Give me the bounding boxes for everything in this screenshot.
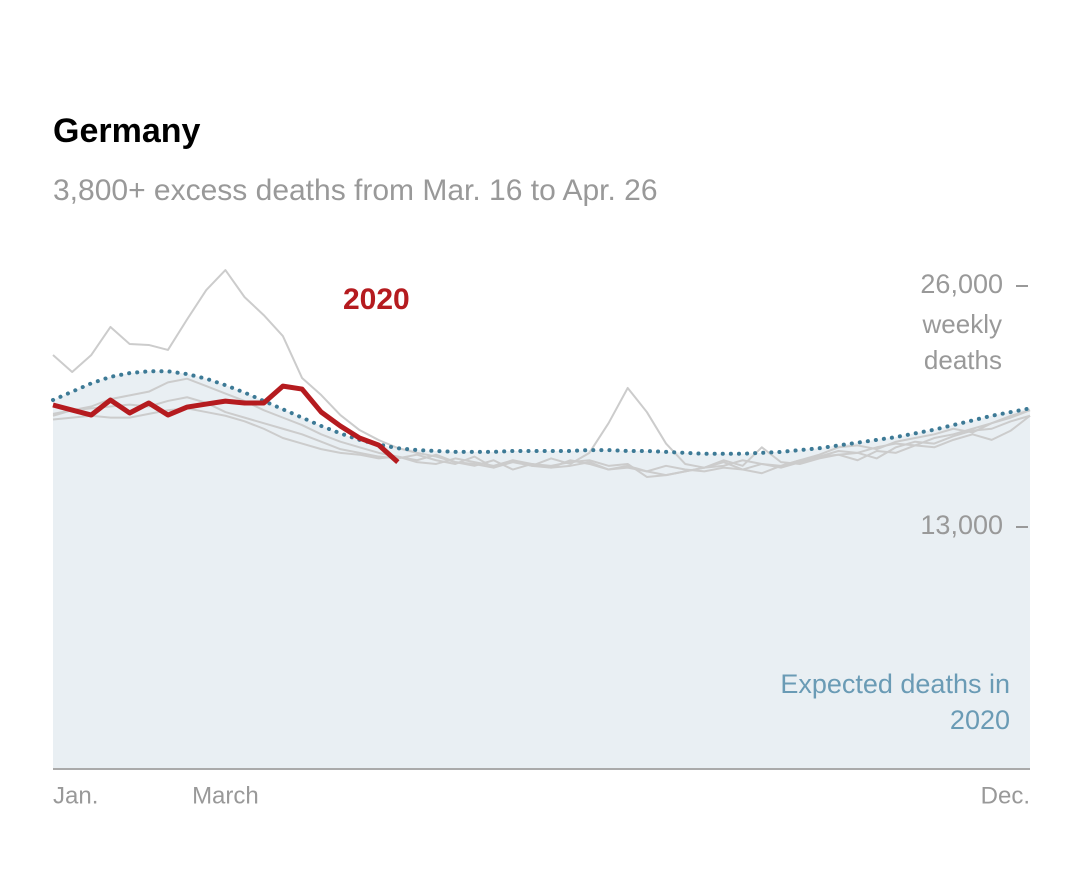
y-tick-label: 26,000 — [920, 269, 1003, 299]
y-axis-label: weekly deaths — [922, 309, 1002, 375]
chart-title: Germany — [53, 112, 201, 150]
series-label: 2020 — [343, 283, 410, 316]
past-year-line — [52, 377, 1031, 475]
x-tick-label: Jan. — [53, 782, 98, 809]
series-label: Expected deaths in 2020 — [780, 669, 1010, 735]
x-tick-label: March — [192, 782, 259, 809]
expected-line — [51, 369, 1032, 456]
line-2020 — [52, 383, 400, 464]
past-year-line — [52, 407, 1031, 478]
x-tick-label: Dec. — [981, 782, 1030, 809]
chart-subtitle: 3,800+ excess deaths from Mar. 16 to Apr… — [53, 174, 658, 207]
y-tick-label: 13,000 — [920, 510, 1003, 540]
expected-area — [53, 371, 1030, 768]
